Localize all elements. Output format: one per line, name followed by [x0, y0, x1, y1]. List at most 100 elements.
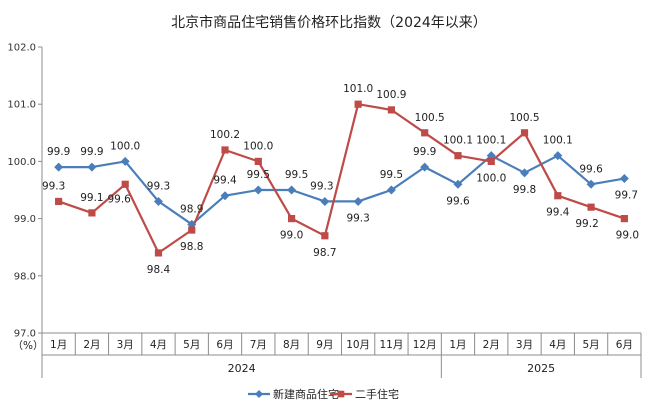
data-label-new-homes: 99.3	[310, 180, 333, 192]
data-point-resale-homes	[454, 152, 462, 160]
data-label-resale-homes: 100.5	[509, 112, 539, 124]
y-tick-label: 98.0	[14, 271, 36, 282]
legend-marker-diamond	[255, 390, 263, 398]
data-point-resale-homes	[188, 226, 196, 234]
data-point-resale-homes	[421, 129, 429, 137]
legend-marker-square	[337, 390, 345, 398]
legend-label: 新建商品住宅	[273, 387, 339, 401]
data-point-resale-homes	[254, 157, 262, 165]
series-lines	[58, 103, 625, 254]
data-point-resale-homes	[520, 129, 529, 137]
data-label-new-homes: 100.0	[110, 140, 140, 152]
data-label-resale-homes: 98.4	[147, 264, 171, 276]
data-point-new-homes	[87, 162, 97, 172]
x-tick-label: 3月	[117, 339, 134, 351]
data-point-resale-homes	[221, 146, 229, 154]
data-label-new-homes: 99.5	[380, 169, 403, 181]
data-label-resale-homes: 99.6	[107, 193, 131, 205]
data-point-resale-homes	[487, 157, 495, 165]
data-point-resale-homes	[121, 180, 129, 188]
data-label-resale-homes: 99.1	[80, 192, 103, 204]
data-point-new-homes	[520, 168, 530, 178]
x-tick-label: 4月	[549, 339, 566, 351]
data-label-new-homes: 99.9	[47, 146, 70, 158]
data-label-resale-homes: 98.8	[180, 241, 203, 253]
y-tick-label: 99.0	[14, 214, 36, 225]
data-point-resale-homes	[154, 249, 163, 257]
data-point-resale-homes	[620, 215, 628, 223]
data-label-resale-homes: 100.9	[376, 89, 406, 101]
data-point-new-homes	[586, 179, 596, 189]
legend-label: 二手住宅	[355, 387, 399, 401]
x-tick-label: 5月	[582, 339, 599, 351]
year-label: 2025	[527, 362, 555, 375]
x-tick-label: 10月	[346, 339, 370, 351]
x-tick-label: 12月	[413, 339, 437, 351]
data-point-new-homes	[420, 162, 430, 172]
data-point-new-homes	[287, 185, 297, 195]
data-label-new-homes: 100.1	[543, 135, 573, 147]
data-label-resale-homes: 100.2	[210, 129, 240, 141]
data-label-resale-homes: 101.0	[343, 83, 373, 95]
data-point-new-homes	[320, 196, 330, 206]
data-label-resale-homes: 99.4	[546, 207, 570, 219]
data-point-resale-homes	[55, 197, 63, 206]
x-tick-label: 7月	[250, 339, 267, 351]
data-label-resale-homes: 99.0	[280, 230, 303, 242]
data-point-new-homes	[353, 196, 363, 206]
data-label-new-homes: 99.6	[446, 195, 470, 207]
y-tick-label: 97.0	[14, 329, 36, 340]
year-label: 2024	[228, 362, 256, 375]
data-point-resale-homes	[321, 232, 329, 240]
data-label-new-homes: 99.6	[579, 163, 603, 175]
year-labels: 2024 2025	[228, 355, 555, 378]
data-label-new-homes: 99.8	[513, 184, 536, 196]
data-point-resale-homes	[387, 106, 396, 114]
y-unit-label: （%）	[13, 340, 44, 352]
data-point-new-homes	[220, 191, 230, 201]
data-label-resale-homes: 100.0	[243, 140, 273, 152]
data-point-new-homes	[553, 151, 563, 161]
data-point-new-homes	[120, 156, 130, 166]
x-tick-label: 2月	[83, 339, 100, 351]
y-tick-label: 101.0	[7, 100, 36, 111]
series-markers	[54, 100, 629, 257]
data-label-resale-homes: 99.2	[575, 218, 598, 230]
y-axis-ticks: 97.0 98.0 99.0 100.0 101.0 102.0	[7, 43, 42, 340]
x-tick-label: 6月	[216, 339, 233, 351]
data-labels: 99.9 99.9 100.099.398.999.4 99.5 99.599.399.…	[42, 83, 639, 276]
data-label-new-homes: 99.9	[80, 146, 103, 158]
data-label-new-homes: 98.9	[180, 203, 203, 215]
series-line-resale-homes	[58, 103, 625, 254]
data-label-resale-homes: 100.1	[443, 135, 473, 147]
data-label-new-homes: 99.3	[147, 180, 170, 192]
x-tick-label: 6月	[616, 339, 633, 351]
data-label-new-homes: 99.5	[285, 169, 308, 181]
x-tick-label: 1月	[449, 339, 466, 351]
data-point-new-homes	[153, 196, 163, 206]
data-label-new-homes: 99.5	[247, 169, 270, 181]
legend: 新建商品住宅 二手住宅	[248, 387, 399, 401]
x-axis-ticks: （%） 1月 2月 3月 4月 5月 6月 7月 8月 9月 10月 11月 12月 1月 2月 3月 4月 5月…	[13, 333, 642, 355]
x-tick-label: 5月	[183, 339, 200, 351]
y-tick-label: 100.0	[7, 157, 36, 168]
data-point-resale-homes	[287, 215, 296, 223]
x-tick-label: 2月	[483, 339, 500, 351]
x-tick-label: 11月	[379, 339, 403, 351]
data-label-new-homes: 99.9	[413, 146, 436, 158]
data-label-resale-homes: 100.5	[415, 112, 445, 124]
data-label-resale-homes: 98.7	[313, 247, 336, 259]
x-tick-label: 9月	[316, 339, 333, 351]
x-tick-label: 4月	[150, 339, 167, 351]
data-point-resale-homes	[554, 192, 562, 200]
x-tick-label: 8月	[283, 339, 300, 351]
x-tick-label: 1月	[50, 339, 67, 351]
x-tick-label: 3月	[516, 339, 533, 351]
data-label-resale-homes: 99.0	[616, 230, 639, 242]
chart-title: 北京市商品住宅销售价格环比指数（2024年以来）	[171, 14, 487, 31]
data-label-new-homes: 99.4	[213, 175, 237, 187]
data-point-resale-homes	[88, 209, 96, 217]
series-line-new-homes	[58, 154, 625, 226]
y-tick-label: 102.0	[7, 43, 36, 54]
